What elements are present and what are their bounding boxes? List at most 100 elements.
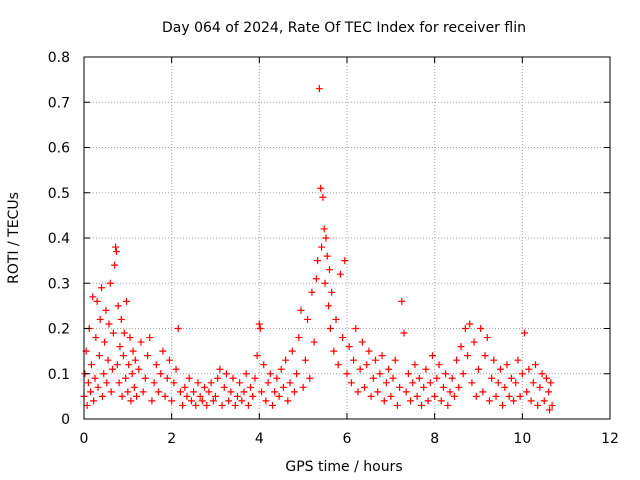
- data-point: [477, 325, 485, 332]
- data-point: [203, 401, 211, 409]
- data-point: [422, 365, 430, 373]
- data-point: [475, 365, 482, 373]
- data-point: [503, 361, 511, 369]
- data-point: [209, 397, 217, 405]
- data-point: [352, 325, 360, 332]
- data-point: [98, 284, 106, 292]
- data-point: [172, 365, 180, 373]
- data-point: [510, 397, 518, 405]
- data-point: [174, 325, 182, 332]
- data-point: [135, 365, 143, 373]
- data-point: [190, 388, 198, 396]
- data-point: [354, 388, 362, 396]
- data-point: [318, 243, 326, 251]
- data-point: [317, 184, 325, 192]
- data-point: [328, 288, 336, 296]
- data-point: [205, 388, 213, 396]
- data-point: [255, 320, 263, 328]
- data-point: [389, 374, 397, 382]
- y-tick-label: 0.4: [48, 231, 70, 247]
- data-point: [545, 388, 553, 396]
- data-point: [363, 361, 371, 369]
- data-point: [472, 392, 480, 400]
- data-point: [130, 383, 138, 391]
- data-point: [260, 361, 268, 369]
- data-point: [117, 315, 125, 323]
- data-point: [87, 361, 95, 369]
- data-point: [98, 392, 106, 400]
- data-point: [163, 374, 171, 382]
- data-point: [468, 379, 476, 387]
- data-point: [119, 352, 127, 360]
- data-point: [187, 397, 195, 405]
- data-point: [411, 361, 419, 369]
- data-point: [214, 374, 222, 382]
- data-point: [512, 379, 520, 387]
- data-point: [122, 374, 130, 382]
- data-point: [273, 374, 281, 382]
- data-point: [319, 193, 327, 201]
- x-tick-label: 4: [255, 431, 264, 447]
- x-tick-label: 8: [430, 431, 439, 447]
- data-point: [194, 379, 202, 387]
- data-point: [501, 383, 509, 391]
- data-point: [400, 329, 408, 337]
- data-point: [376, 370, 384, 378]
- data-point: [137, 338, 145, 346]
- data-point: [306, 374, 314, 382]
- data-point: [139, 388, 147, 396]
- data-point: [424, 397, 432, 405]
- data-point: [207, 379, 215, 387]
- data-point: [402, 388, 410, 396]
- data-point: [126, 334, 134, 342]
- data-point: [325, 302, 333, 310]
- data-point: [356, 365, 364, 373]
- y-tick-label: 0.2: [48, 322, 70, 338]
- data-point: [108, 365, 116, 373]
- data-point: [479, 388, 487, 396]
- data-point: [304, 315, 312, 323]
- data-point: [459, 370, 467, 378]
- data-point: [529, 379, 537, 387]
- y-tick-label: 0.6: [48, 141, 70, 157]
- data-point: [413, 392, 421, 400]
- data-point: [125, 361, 133, 369]
- data-point: [231, 401, 239, 409]
- data-point: [470, 338, 478, 346]
- data-point: [350, 356, 358, 364]
- y-tick-label: 0: [61, 412, 70, 428]
- data-point: [112, 248, 120, 256]
- data-point: [168, 397, 176, 405]
- data-point: [347, 379, 355, 387]
- y-tick-label: 0.7: [48, 95, 70, 111]
- data-point: [312, 275, 320, 283]
- data-point: [229, 374, 237, 382]
- data-point: [516, 392, 524, 400]
- data-point: [418, 401, 426, 409]
- data-point: [496, 365, 504, 373]
- data-point: [92, 334, 100, 342]
- data-point: [133, 392, 141, 400]
- data-point: [301, 356, 309, 364]
- data-point: [279, 383, 287, 391]
- data-point: [450, 392, 458, 400]
- data-point: [332, 315, 340, 323]
- data-point: [339, 334, 347, 342]
- data-point: [398, 297, 406, 305]
- data-point: [540, 397, 548, 405]
- x-tick-label: 10: [513, 431, 531, 447]
- data-point: [382, 379, 390, 387]
- data-point: [282, 356, 290, 364]
- data-point: [264, 379, 272, 387]
- data-point: [446, 388, 454, 396]
- data-point: [131, 356, 139, 364]
- data-point: [181, 383, 189, 391]
- data-point: [247, 383, 255, 391]
- data-point: [109, 329, 117, 337]
- x-tick-label: 0: [80, 431, 89, 447]
- data-point: [457, 343, 465, 351]
- x-axis-label: GPS time / hours: [285, 459, 402, 475]
- data-point: [95, 352, 103, 360]
- data-point: [431, 392, 439, 400]
- data-point: [115, 379, 123, 387]
